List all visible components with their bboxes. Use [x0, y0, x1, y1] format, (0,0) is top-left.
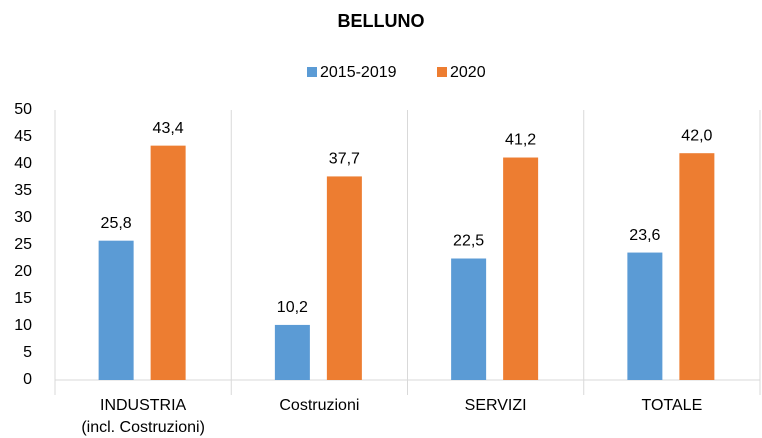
x-tick-label: TOTALE — [641, 397, 702, 414]
bar — [451, 258, 487, 380]
bar — [679, 153, 715, 380]
data-label: 25,8 — [101, 215, 132, 232]
bar — [627, 252, 663, 380]
y-tick-label: 20 — [14, 263, 32, 280]
y-tick-label: 50 — [14, 101, 32, 118]
data-label: 22,5 — [453, 233, 484, 250]
y-tick-label: 40 — [14, 155, 32, 172]
y-tick-label: 45 — [14, 128, 32, 145]
chart-title: BELLUNO — [338, 11, 425, 31]
data-label: 10,2 — [277, 299, 308, 316]
data-label: 41,2 — [505, 132, 536, 149]
y-tick-label: 15 — [14, 290, 32, 307]
bar — [98, 240, 134, 380]
y-tick-label: 0 — [23, 371, 32, 388]
y-tick-label: 10 — [14, 317, 32, 334]
x-tick-label: INDUSTRIA (incl. Costruzioni) — [81, 397, 205, 436]
bar — [150, 145, 186, 380]
y-tick-label: 35 — [14, 182, 32, 199]
data-label: 37,7 — [329, 151, 360, 168]
legend-swatch — [437, 67, 447, 77]
data-label: 23,6 — [629, 227, 660, 244]
x-tick-label: SERVIZI — [465, 397, 527, 414]
data-label: 43,4 — [153, 120, 184, 137]
data-label: 42,0 — [681, 127, 712, 144]
x-tick-label: Costruzioni — [279, 397, 359, 414]
bar — [503, 157, 539, 380]
bar — [326, 176, 362, 380]
bar — [274, 324, 310, 380]
legend-label: 2015-2019 — [320, 64, 397, 81]
y-tick-label: 25 — [14, 236, 32, 253]
y-tick-label: 5 — [23, 344, 32, 361]
y-tick-label: 30 — [14, 209, 32, 226]
legend-swatch — [307, 67, 317, 77]
legend-label: 2020 — [450, 64, 486, 81]
